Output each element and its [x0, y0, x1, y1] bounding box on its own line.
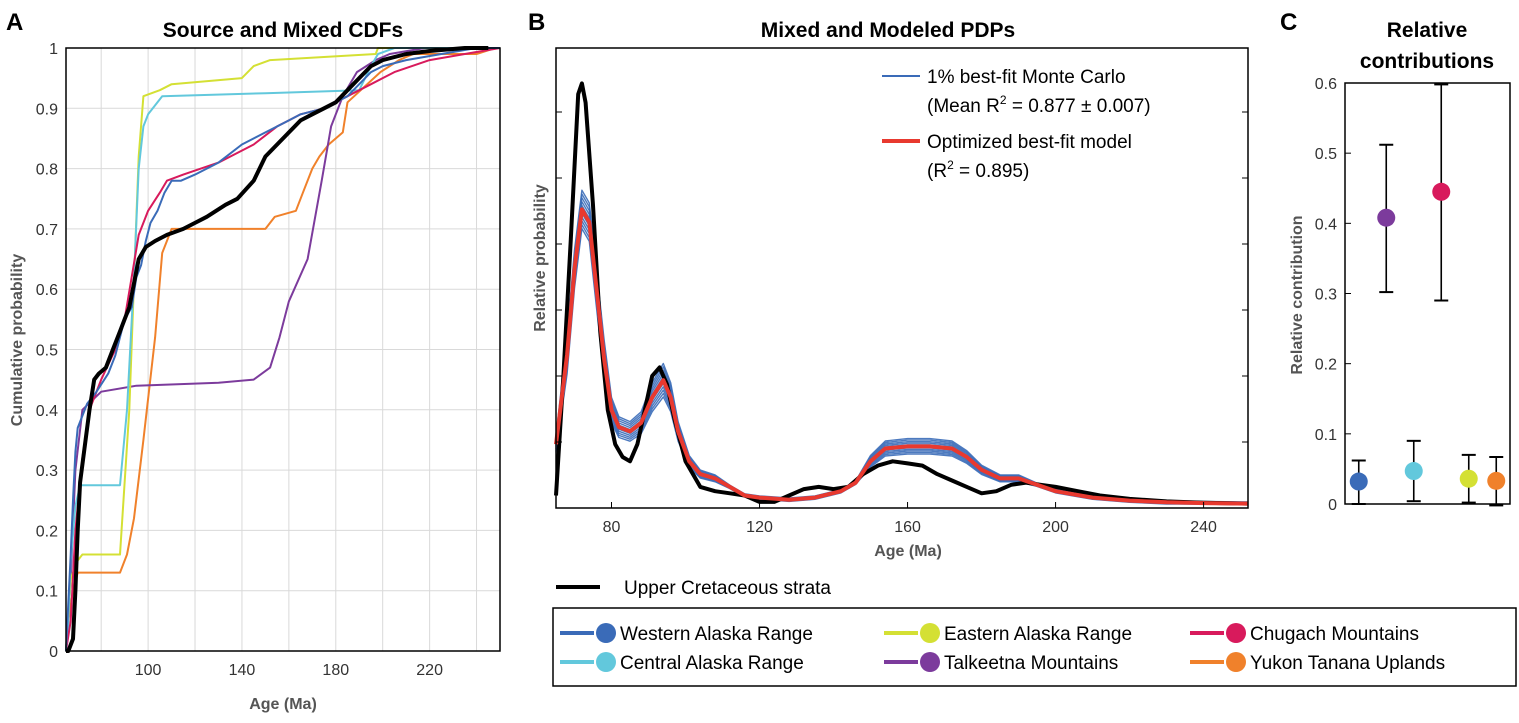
- panel-b-ylabel: Relative probability: [532, 184, 549, 332]
- ytick-label: 0.1: [1315, 427, 1337, 444]
- xtick-label: 80: [603, 519, 621, 536]
- shared-legend: Upper Cretaceous strata Western Alaska R…: [552, 578, 1517, 687]
- ytick-label: 0.3: [1315, 287, 1337, 304]
- panel-a-xlabel: Age (Ma): [249, 696, 317, 713]
- legend-dot-western-alaska-range: [596, 623, 616, 643]
- point-eastern-alaska-range: [1459, 469, 1478, 488]
- cdf-line-eastern-alaska-range: [65, 47, 500, 652]
- panel-c-title-line2: contributions: [1360, 50, 1494, 73]
- panel-c-ylabel: Relative contribution: [1289, 215, 1306, 374]
- legend-monte-carlo-label: 1% best-fit Monte Carlo: [927, 67, 1126, 88]
- xtick-label: 220: [416, 662, 443, 679]
- ytick-label: 0.4: [36, 403, 58, 420]
- ytick-label: 1: [49, 41, 58, 58]
- ytick-label: 0.8: [36, 162, 58, 179]
- xtick-label: 180: [322, 662, 349, 679]
- legend-upper-strata-label: Upper Cretaceous strata: [624, 578, 831, 599]
- panel-c-label: C: [1280, 9, 1297, 36]
- panel-a-xticks: 100 140 180 220: [135, 662, 443, 679]
- legend-optimized-label: Optimized best-fit model: [927, 132, 1132, 153]
- panel-c-title-line1: Relative: [1387, 19, 1468, 42]
- panel-a: A Source and Mixed CDFs 0 0.1 0.2 0.3 0.4 0.5…: [6, 9, 501, 713]
- monte-carlo-line-4: [555, 212, 1249, 505]
- monte-carlo-line-8: [555, 197, 1249, 504]
- xtick-label: 120: [746, 519, 773, 536]
- xtick-label: 100: [135, 662, 162, 679]
- point-western-alaska-range: [1349, 472, 1368, 491]
- legend-label-yukon-tanana-uplands: Yukon Tanana Uplands: [1250, 653, 1445, 674]
- ytick-label: 0.2: [1315, 357, 1337, 374]
- ytick-label: 0.6: [1315, 76, 1337, 93]
- legend-dot-chugach-mountains: [1226, 623, 1246, 643]
- panel-a-lines: [65, 46, 501, 653]
- legend-dot-yukon-tanana-uplands: [1226, 652, 1246, 672]
- panel-b-label: B: [528, 9, 545, 36]
- legend-label-chugach-mountains: Chugach Mountains: [1250, 624, 1419, 645]
- point-yukon-tanana-uplands: [1487, 471, 1506, 490]
- legend-box: [552, 607, 1517, 687]
- panel-a-frame: [65, 47, 501, 652]
- ytick-label: 0.1: [36, 584, 58, 601]
- ytick-label: 0.5: [36, 343, 58, 360]
- ytick-label: 0.9: [36, 101, 58, 118]
- legend-dot-talkeetna-mountains: [920, 652, 940, 672]
- pdp-line-optimized-best-fit-model: [554, 207, 1249, 506]
- ytick-label: 0.3: [36, 463, 58, 480]
- panel-c-frame: [1344, 82, 1511, 505]
- monte-carlo-line-9: [555, 193, 1249, 503]
- xtick-label: 140: [229, 662, 256, 679]
- panel-a-label: A: [6, 9, 23, 36]
- panel-a-yticks: 0 0.1 0.2 0.3 0.4 0.5 0.6 0.7 0.8 0.9 1: [36, 41, 58, 661]
- panel-c: C Relative contributions 0 0.1 0.2 0.3 0.4 0.…: [1280, 9, 1511, 514]
- panel-b-title: Mixed and Modeled PDPs: [761, 19, 1015, 42]
- legend-label-central-alaska-range: Central Alaska Range: [620, 653, 804, 674]
- legend-optimized-r2: (R2 = 0.895): [927, 158, 1029, 182]
- panel-b-ticks: 80 120 160 200 240: [556, 111, 1248, 536]
- xtick-label: 240: [1190, 519, 1217, 536]
- panel-a-ylabel: Cumulative probability: [9, 254, 26, 427]
- ytick-label: 0.7: [36, 222, 58, 239]
- monte-carlo-line-6: [555, 204, 1249, 504]
- legend-items: Western Alaska Range Eastern Alaska Range…: [560, 623, 1445, 674]
- monte-carlo-line-5: [555, 208, 1249, 505]
- panel-b-xlabel: Age (Ma): [874, 543, 942, 560]
- xtick-label: 200: [1042, 519, 1069, 536]
- cdf-line-western-alaska-range: [65, 47, 500, 652]
- panel-b-lines: [554, 81, 1249, 506]
- monte-carlo-line-7: [555, 201, 1249, 504]
- legend-dot-eastern-alaska-range: [920, 623, 940, 643]
- point-chugach-mountains: [1432, 182, 1451, 201]
- point-central-alaska-range: [1404, 462, 1423, 481]
- point-talkeetna-mountains: [1377, 208, 1396, 227]
- ytick-label: 0.2: [36, 523, 58, 540]
- panel-c-points: [1349, 83, 1506, 507]
- ytick-label: 0.5: [1315, 146, 1337, 163]
- cdf-line-upper-cretaceous-strata: [66, 46, 489, 653]
- ytick-label: 0.4: [1315, 216, 1337, 233]
- ytick-label: 0: [1328, 497, 1337, 514]
- cdf-line-yukon-tanana-uplands: [65, 47, 496, 652]
- panel-c-yticks: 0 0.1 0.2 0.3 0.4 0.5 0.6: [1315, 76, 1351, 514]
- ytick-label: 0.6: [36, 282, 58, 299]
- xtick-label: 160: [894, 519, 921, 536]
- legend-label-eastern-alaska-range: Eastern Alaska Range: [944, 624, 1132, 645]
- legend-dot-central-alaska-range: [596, 652, 616, 672]
- panel-a-title: Source and Mixed CDFs: [163, 19, 403, 42]
- ytick-label: 0: [49, 644, 58, 661]
- legend-monte-carlo-r2: (Mean R2 = 0.877 ± 0.007): [927, 93, 1151, 117]
- panel-b-inset-legend: 1% best-fit Monte Carlo (Mean R2 = 0.877…: [882, 67, 1151, 182]
- panel-b-frame: [555, 47, 1249, 509]
- legend-label-talkeetna-mountains: Talkeetna Mountains: [944, 653, 1118, 674]
- legend-label-western-alaska-range: Western Alaska Range: [620, 624, 813, 645]
- panel-b: B Mixed and Modeled PDPs 80 120 160 200 240 …: [528, 9, 1249, 560]
